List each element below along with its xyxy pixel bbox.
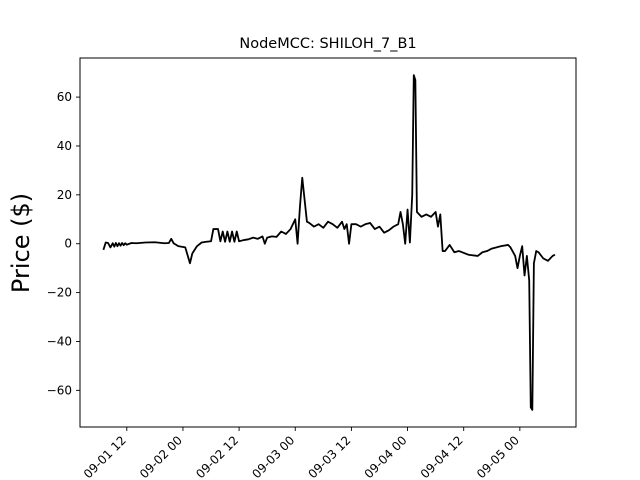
y-tick-label: −60	[47, 383, 72, 397]
y-tick-label: −40	[47, 334, 72, 348]
y-axis-ticks: 60 40 20 0 −20 −40 −60	[47, 90, 80, 397]
y-tick-label: −20	[47, 286, 72, 300]
y-tick-label: 20	[57, 188, 72, 202]
y-tick-label: 60	[57, 90, 72, 104]
plot-area-frame	[79, 57, 577, 428]
y-tick-label: 0	[64, 237, 72, 251]
chart-title: NodeMCC: SHILOH_7_B1	[239, 36, 416, 52]
y-axis-label: Price ($)	[7, 193, 35, 293]
series-layer	[102, 74, 556, 411]
y-tick-label: 40	[57, 139, 72, 153]
series-line-0	[102, 74, 556, 411]
